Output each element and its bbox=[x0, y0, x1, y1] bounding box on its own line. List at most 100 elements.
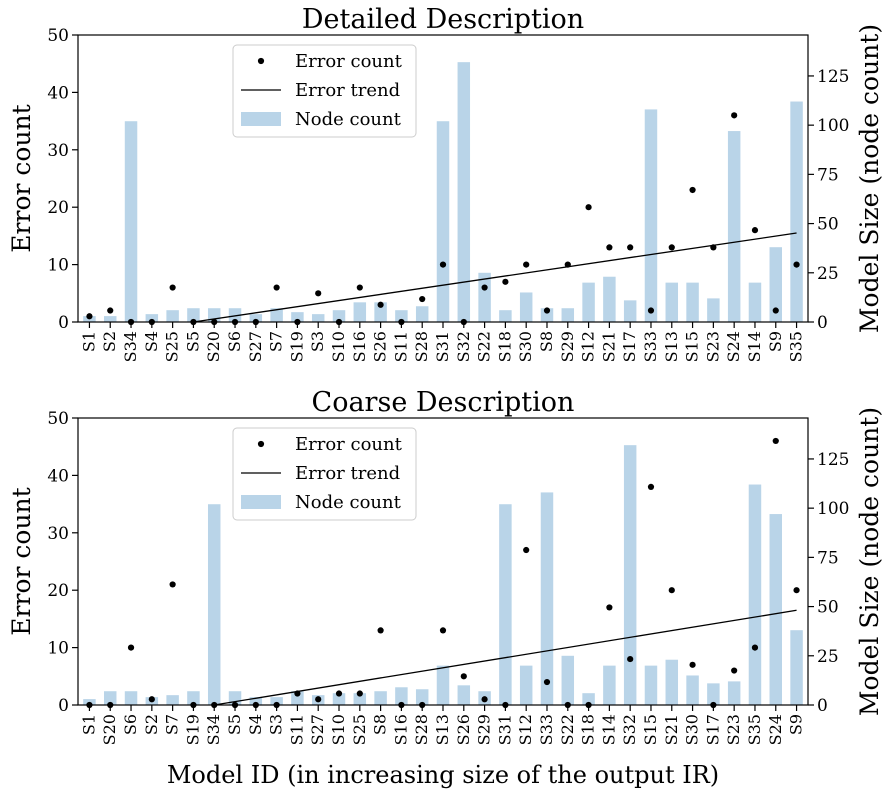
legend-error-count-label: Error count bbox=[295, 51, 403, 72]
error-count-point bbox=[606, 244, 613, 251]
chart-title: Coarse Description bbox=[312, 387, 575, 418]
error-count-point bbox=[169, 284, 176, 291]
chart-title: Detailed Description bbox=[302, 4, 584, 35]
x-tick-label: S2 bbox=[100, 331, 119, 352]
right-tick-label: 25 bbox=[817, 647, 839, 667]
error-count-point bbox=[127, 644, 135, 651]
x-tick-label: S31 bbox=[433, 331, 452, 362]
node-count-bar bbox=[644, 665, 658, 705]
error-count-point bbox=[148, 696, 155, 703]
node-count-bar bbox=[561, 308, 575, 322]
node-count-bar bbox=[623, 445, 637, 705]
x-tick-label: S10 bbox=[329, 714, 348, 745]
legend-node-count-marker bbox=[241, 112, 281, 126]
x-tick-label: S16 bbox=[391, 714, 410, 745]
x-tick-label: S21 bbox=[662, 714, 681, 745]
x-tick-label: S27 bbox=[246, 331, 265, 362]
error-count-point bbox=[523, 546, 530, 554]
x-tick-label: S26 bbox=[454, 714, 473, 745]
x-tick-label: S27 bbox=[308, 714, 327, 745]
x-tick-label: S18 bbox=[579, 714, 598, 745]
node-count-bar bbox=[707, 683, 720, 705]
x-tick-label: S29 bbox=[475, 714, 494, 745]
x-tick-label: S14 bbox=[599, 714, 618, 745]
left-axis-label: Error count bbox=[7, 104, 36, 252]
node-count-bar bbox=[249, 314, 263, 322]
legend-error-count-marker bbox=[257, 57, 265, 65]
x-tick-label: S28 bbox=[412, 714, 431, 745]
error-count-point bbox=[377, 627, 384, 634]
left-tick-label: 40 bbox=[47, 83, 69, 103]
error-count-point bbox=[731, 667, 738, 674]
x-tick-label: S34 bbox=[121, 331, 140, 362]
right-axis-label: Model Size (node count) bbox=[855, 407, 884, 716]
node-count-bar bbox=[707, 298, 720, 322]
error-trend-line bbox=[193, 232, 797, 323]
error-count-point bbox=[439, 627, 447, 634]
node-count-bar bbox=[499, 310, 512, 322]
x-tick-label: S15 bbox=[683, 331, 702, 362]
error-count-point bbox=[356, 690, 363, 697]
node-count-bar bbox=[124, 691, 138, 705]
error-count-point bbox=[606, 604, 613, 611]
x-axis-label: Model ID (in increasing size of the outp… bbox=[167, 761, 719, 789]
error-count-point bbox=[294, 690, 301, 697]
legend-node-count-label: Node count bbox=[295, 109, 402, 130]
node-count-bar bbox=[374, 302, 387, 322]
node-count-bar bbox=[582, 282, 595, 322]
right-axis-label: Model Size (node count) bbox=[855, 24, 884, 333]
right-tick-label: 50 bbox=[817, 598, 839, 618]
node-count-bar bbox=[665, 282, 679, 322]
plot-frame bbox=[77, 417, 809, 706]
error-trend-line bbox=[214, 609, 797, 706]
error-count-point bbox=[751, 644, 759, 651]
x-tick-label: S32 bbox=[454, 331, 473, 362]
x-tick-label: S11 bbox=[391, 331, 410, 362]
x-tick-label: S8 bbox=[537, 331, 556, 352]
error-count-point bbox=[481, 696, 488, 703]
error-count-point bbox=[315, 696, 322, 703]
node-count-bar bbox=[665, 659, 679, 705]
error-count-point bbox=[543, 307, 551, 314]
error-count-point bbox=[564, 261, 571, 268]
node-count-bar bbox=[748, 282, 762, 322]
x-tick-label: S13 bbox=[433, 714, 452, 745]
node-count-bar bbox=[644, 109, 658, 322]
node-count-bar bbox=[270, 308, 283, 322]
x-tick-label: S35 bbox=[787, 331, 806, 362]
x-tick-label: S7 bbox=[267, 331, 286, 352]
node-count-bar bbox=[270, 697, 283, 705]
error-count-point bbox=[647, 307, 655, 314]
left-tick-label: 10 bbox=[47, 639, 69, 659]
node-count-bar bbox=[145, 314, 159, 322]
node-count-bar bbox=[332, 693, 346, 705]
x-tick-label: S16 bbox=[350, 331, 369, 362]
node-count-bar bbox=[748, 484, 762, 705]
x-tick-label: S14 bbox=[745, 331, 764, 362]
error-count-point bbox=[710, 244, 717, 251]
x-tick-label: S6 bbox=[225, 331, 244, 352]
x-tick-label: S1 bbox=[79, 331, 98, 352]
error-count-point bbox=[585, 204, 592, 211]
legend-node-count-label: Node count bbox=[295, 492, 402, 513]
x-tick-label: S22 bbox=[558, 714, 577, 745]
error-count-point bbox=[439, 261, 447, 268]
node-count-bar bbox=[727, 131, 741, 322]
x-tick-label: S34 bbox=[204, 714, 223, 745]
node-count-bar bbox=[499, 504, 512, 705]
error-count-point bbox=[107, 307, 114, 314]
x-tick-label: S22 bbox=[475, 331, 494, 362]
node-count-bar bbox=[291, 312, 304, 322]
x-tick-label: S30 bbox=[683, 714, 702, 745]
right-tick-label: 0 bbox=[817, 696, 828, 716]
left-tick-label: 30 bbox=[47, 141, 69, 161]
error-count-point bbox=[668, 244, 675, 251]
node-count-bar bbox=[332, 310, 346, 322]
x-tick-label: S18 bbox=[495, 331, 514, 362]
error-count-point bbox=[460, 673, 467, 680]
right-tick-label: 75 bbox=[817, 165, 839, 185]
node-count-bar bbox=[519, 292, 533, 322]
node-count-bar bbox=[561, 655, 575, 705]
error-count-point bbox=[731, 112, 738, 119]
x-tick-label: S13 bbox=[662, 331, 681, 362]
